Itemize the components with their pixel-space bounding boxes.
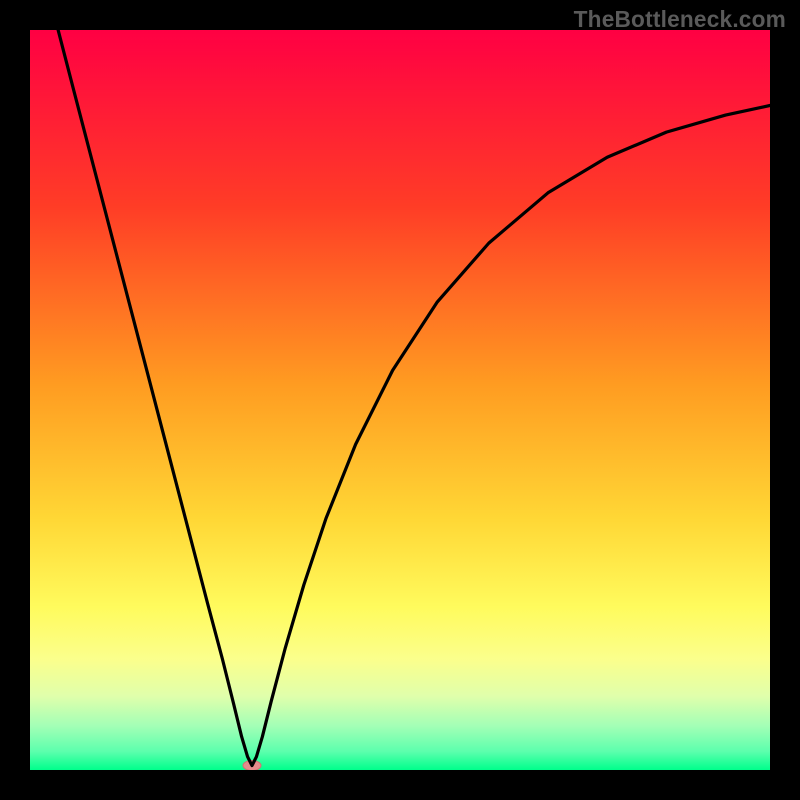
- curve-svg: [30, 30, 770, 770]
- chart-frame: TheBottleneck.com: [0, 0, 800, 800]
- bottleneck-curve: [58, 30, 770, 766]
- plot-area: [30, 30, 770, 770]
- watermark-text: TheBottleneck.com: [574, 6, 786, 33]
- watermark-label: TheBottleneck.com: [574, 6, 786, 32]
